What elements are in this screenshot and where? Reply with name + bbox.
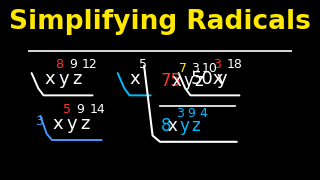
Text: x: x — [168, 117, 178, 135]
Text: 50x: 50x — [190, 70, 224, 88]
Text: x: x — [171, 72, 181, 90]
Text: x: x — [44, 70, 55, 88]
Text: 8: 8 — [161, 117, 171, 135]
Text: 8: 8 — [55, 58, 63, 71]
Text: 7: 7 — [179, 62, 187, 75]
Text: 18: 18 — [226, 58, 242, 71]
Text: y: y — [216, 70, 227, 88]
Text: 5: 5 — [139, 58, 147, 71]
Text: z: z — [195, 72, 203, 90]
Text: 3: 3 — [36, 115, 44, 128]
Text: 9: 9 — [69, 58, 77, 71]
Text: 10: 10 — [202, 62, 218, 75]
Text: 5: 5 — [63, 103, 71, 116]
Text: y: y — [183, 72, 193, 90]
Text: 9: 9 — [76, 103, 84, 116]
Text: y: y — [67, 115, 77, 133]
Text: y: y — [59, 70, 69, 88]
Text: z: z — [73, 70, 82, 88]
Text: 3: 3 — [191, 62, 199, 75]
Text: z: z — [191, 117, 200, 135]
Text: 75: 75 — [161, 72, 181, 90]
Text: x: x — [130, 70, 140, 88]
Text: x: x — [53, 115, 63, 133]
Text: z: z — [81, 115, 90, 133]
Text: 9: 9 — [188, 107, 196, 120]
Text: 4: 4 — [199, 107, 207, 120]
Text: 14: 14 — [90, 103, 106, 116]
Text: Simplifying Radicals: Simplifying Radicals — [9, 9, 311, 35]
Text: y: y — [180, 117, 190, 135]
Text: 3: 3 — [176, 107, 184, 120]
Text: 3: 3 — [213, 58, 221, 71]
Text: 12: 12 — [82, 58, 98, 71]
